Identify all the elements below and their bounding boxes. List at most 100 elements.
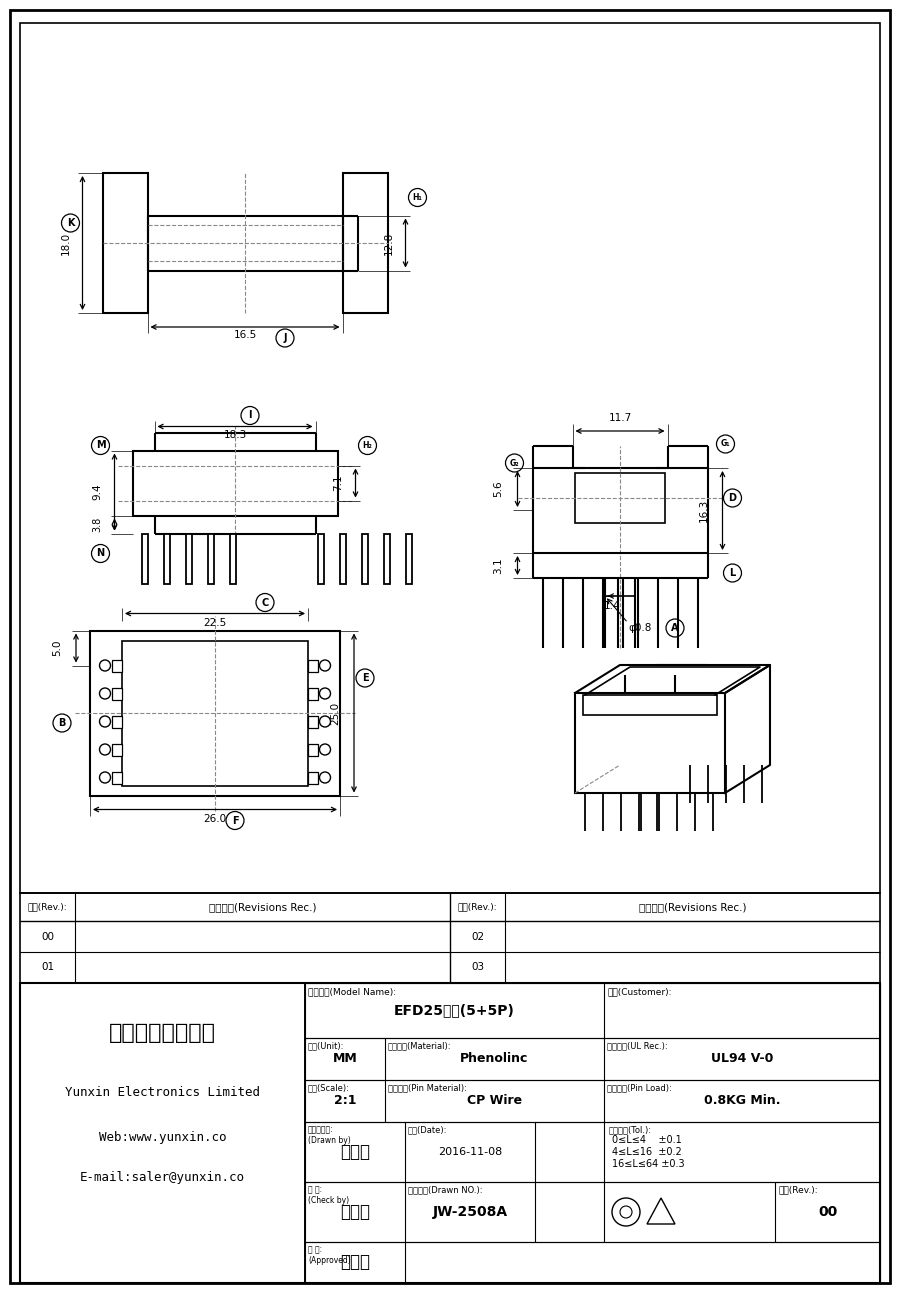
Text: F: F [231, 816, 239, 825]
Text: E-mail:saler@yunxin.co: E-mail:saler@yunxin.co [80, 1171, 245, 1184]
Text: 规格描述(Model Name):: 规格描述(Model Name): [308, 987, 396, 996]
Text: 云芯电子有限公司: 云芯电子有限公司 [109, 1023, 216, 1043]
Text: 12.8: 12.8 [383, 231, 393, 255]
Text: K: K [67, 219, 74, 228]
Text: 03: 03 [471, 962, 484, 972]
Bar [308, 715, 318, 728]
Bar [20, 23, 880, 893]
Bar [584, 468, 655, 471]
Bar [20, 983, 880, 1283]
Text: 日期(Date):: 日期(Date): [408, 1125, 447, 1134]
Text: 比例(Scale):: 比例(Scale): [308, 1084, 350, 1093]
Text: 01: 01 [40, 962, 54, 972]
Text: H₂: H₂ [363, 441, 373, 450]
Text: E: E [362, 672, 368, 683]
Text: 工程与设计:
(Drawn by): 工程与设计: (Drawn by) [308, 1125, 351, 1146]
Bar [318, 534, 323, 583]
Text: UL94 V-0: UL94 V-0 [711, 1053, 773, 1065]
Text: 修改记录(Revisions Rec.): 修改记录(Revisions Rec.) [209, 903, 316, 912]
Bar [305, 1038, 880, 1080]
Bar [185, 534, 192, 583]
Text: 16.3: 16.3 [698, 499, 708, 522]
Bar [90, 631, 340, 795]
Text: M: M [95, 441, 105, 450]
Text: 5.6: 5.6 [493, 481, 503, 498]
Bar [575, 693, 725, 793]
Text: 16.5: 16.5 [233, 330, 256, 340]
Text: 本体材质(Material):: 本体材质(Material): [388, 1041, 452, 1050]
Bar [141, 534, 148, 583]
Text: 1.4: 1.4 [604, 601, 620, 612]
Bar [343, 173, 388, 313]
Bar [406, 534, 411, 583]
Text: 25.0: 25.0 [330, 701, 340, 724]
Text: A: A [671, 623, 679, 634]
Bar [305, 1080, 880, 1122]
Text: 2:1: 2:1 [334, 1094, 356, 1108]
Bar [362, 534, 367, 583]
Bar [112, 659, 122, 671]
Bar [164, 534, 169, 583]
Bar [305, 983, 880, 1283]
Text: 26.0: 26.0 [203, 813, 227, 824]
Bar [132, 450, 338, 516]
Text: I: I [248, 410, 252, 420]
Bar [305, 1243, 880, 1283]
Bar [305, 983, 880, 1038]
Text: 版本(Rev.):: 版本(Rev.): [458, 903, 498, 912]
Bar [383, 534, 390, 583]
Text: 18.3: 18.3 [223, 429, 247, 440]
Text: B: B [58, 718, 66, 728]
Bar [20, 893, 880, 983]
Text: 00: 00 [41, 931, 54, 941]
Text: 针脚材质(Pin Material):: 针脚材质(Pin Material): [388, 1084, 467, 1093]
Bar [122, 640, 308, 786]
Text: φ0.8: φ0.8 [628, 623, 652, 634]
Text: Web:www.yunxin.co: Web:www.yunxin.co [99, 1131, 226, 1144]
Text: 核 准:
(Approved): 核 准: (Approved) [308, 1245, 351, 1265]
Text: 18.0: 18.0 [60, 231, 70, 255]
Text: 单位(Unit):: 单位(Unit): [308, 1041, 345, 1050]
Text: N: N [96, 548, 104, 559]
Text: 9.4: 9.4 [93, 484, 103, 500]
Text: L: L [729, 568, 735, 578]
Bar [208, 534, 213, 583]
Text: 修改记录(Revisions Rec.): 修改记录(Revisions Rec.) [639, 903, 746, 912]
Text: 防火等级(UL Rec.):: 防火等级(UL Rec.): [607, 1041, 668, 1050]
Text: G₁: G₁ [721, 440, 730, 449]
Bar [112, 743, 122, 755]
Text: JW-2508A: JW-2508A [432, 1205, 508, 1219]
Bar [305, 1182, 880, 1243]
Text: 5.0: 5.0 [52, 640, 62, 657]
Text: 3.8: 3.8 [93, 517, 103, 533]
Text: 针脚拉力(Pin Load):: 针脚拉力(Pin Load): [607, 1084, 671, 1093]
Text: Phenolinc: Phenolinc [460, 1053, 528, 1065]
Text: D: D [728, 493, 736, 503]
Bar [308, 659, 318, 671]
Text: 11.7: 11.7 [608, 412, 632, 423]
Bar [103, 173, 148, 313]
Bar [308, 688, 318, 700]
Bar [308, 772, 318, 784]
Text: 0≤L≤4    ±0.1: 0≤L≤4 ±0.1 [612, 1135, 682, 1146]
Text: EFD25卧式(5+5P): EFD25卧式(5+5P) [394, 1003, 515, 1018]
Bar [20, 983, 305, 1283]
Text: 0.8KG Min.: 0.8KG Min. [704, 1094, 780, 1108]
Text: 版本(Rev.):: 版本(Rev.): [778, 1184, 818, 1193]
Text: 3.1: 3.1 [493, 557, 503, 574]
Text: 张生坤: 张生坤 [340, 1253, 370, 1271]
Text: 02: 02 [471, 931, 484, 941]
Text: G₂: G₂ [509, 459, 519, 468]
Text: 22.5: 22.5 [203, 618, 227, 627]
Text: J: J [284, 334, 287, 343]
Text: Yunxin Electronics Limited: Yunxin Electronics Limited [65, 1086, 260, 1099]
Bar [112, 715, 122, 728]
Bar [305, 1122, 880, 1182]
Text: 4≤L≤16  ±0.2: 4≤L≤16 ±0.2 [612, 1147, 682, 1157]
Bar [112, 688, 122, 700]
Text: 一般公差(Tol.):: 一般公差(Tol.): [609, 1125, 652, 1134]
Text: 刘水强: 刘水强 [340, 1143, 370, 1161]
Text: 产品编号(Drawn NO.):: 产品编号(Drawn NO.): [408, 1184, 482, 1193]
Bar [308, 743, 318, 755]
Text: 版本(Rev.):: 版本(Rev.): [28, 903, 68, 912]
